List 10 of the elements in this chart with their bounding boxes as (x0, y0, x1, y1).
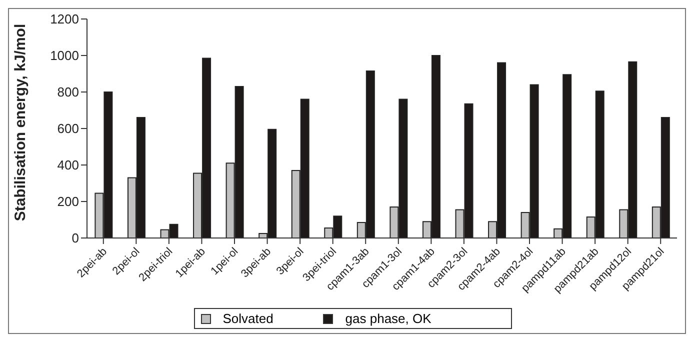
y-tick-label: 1200 (50, 12, 79, 27)
y-tick-label: 600 (57, 121, 79, 136)
legend-label: gas phase, OK (344, 311, 432, 326)
y-axis-title: Stabilisation energy, kJ/mol (12, 24, 29, 222)
y-tick-label: 200 (57, 194, 79, 210)
y-tick-label: 400 (57, 158, 79, 173)
legend-label: Solvated (222, 311, 274, 326)
y-tick-label: 800 (57, 84, 79, 100)
y-tick-label: 1000 (50, 48, 79, 64)
y-tick-label: 0 (72, 230, 79, 246)
